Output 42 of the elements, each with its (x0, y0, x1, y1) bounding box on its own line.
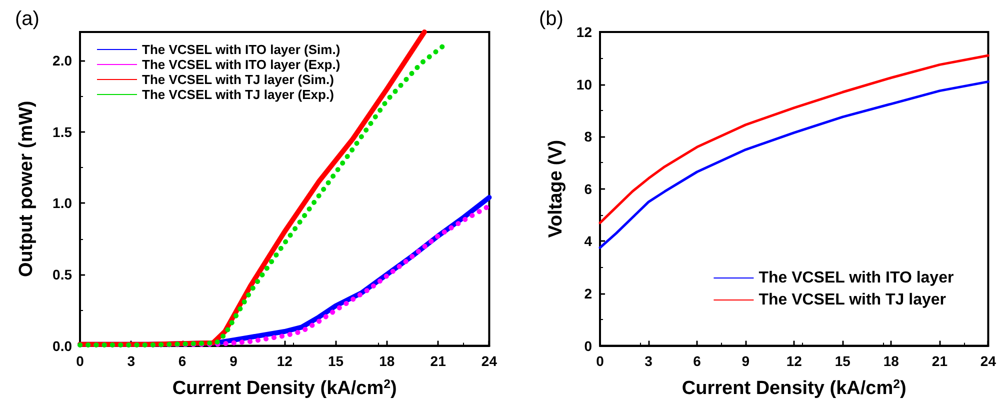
line-series (598, 54, 990, 224)
line-series (598, 80, 990, 249)
x-tick-label: 24 (980, 352, 996, 369)
y-tick-label: 10 (576, 76, 592, 92)
y-tick-label: 4 (584, 233, 592, 250)
x-tick-label: 0 (596, 352, 604, 369)
y-tick-label: 2.0 (52, 52, 72, 69)
x-tick-label: 12 (276, 352, 293, 369)
x-tick-label: 15 (328, 352, 344, 369)
x-tick-label: 3 (127, 352, 136, 369)
chart-title: (b) (539, 8, 564, 30)
legend-label: The VCSEL with ITO layer (Sim.) (142, 42, 340, 57)
y-axis-title: Voltage (V) (546, 140, 567, 238)
legend-label: The VCSEL with TJ layer (Exp.) (142, 87, 334, 102)
x-tick-label: 21 (430, 352, 446, 369)
y-tick-label: 6 (584, 180, 592, 197)
y-tick-label: 1.0 (52, 195, 72, 212)
x-tick-label: 24 (481, 352, 498, 369)
y-axis-title: Output power (mW) (16, 100, 37, 277)
x-tick-label: 9 (230, 352, 238, 369)
x-tick-label: 18 (883, 352, 900, 369)
legend-label: The VCSEL with TJ layer (Sim.) (142, 72, 334, 87)
y-tick-label: 0.5 (52, 266, 72, 282)
y-tick-label: 12 (576, 24, 592, 40)
legend-label: The VCSEL with ITO layer (758, 270, 954, 286)
x-tick-label: 15 (834, 352, 851, 369)
x-tick-label: 21 (932, 352, 948, 369)
x-tick-label: 0 (76, 352, 84, 369)
y-tick-label: 0 (584, 338, 592, 354)
y-tick-label: 1.5 (52, 124, 72, 140)
y-tick-label: 0.0 (52, 338, 72, 354)
chart-title: (a) (15, 8, 40, 30)
x-tick-label: 3 (644, 352, 653, 369)
y-tick-label: 8 (584, 128, 592, 145)
x-tick-label: 6 (693, 352, 702, 369)
x-tick-label: 6 (178, 352, 186, 369)
x-tick-label: 18 (379, 352, 395, 369)
y-tick-label: 2 (584, 285, 592, 302)
legend-label: The VCSEL with TJ layer (758, 292, 946, 308)
x-tick-label: 9 (742, 352, 750, 369)
x-tick-label: 12 (786, 352, 802, 369)
legend-label: The VCSEL with ITO layer (Exp.) (142, 57, 340, 72)
